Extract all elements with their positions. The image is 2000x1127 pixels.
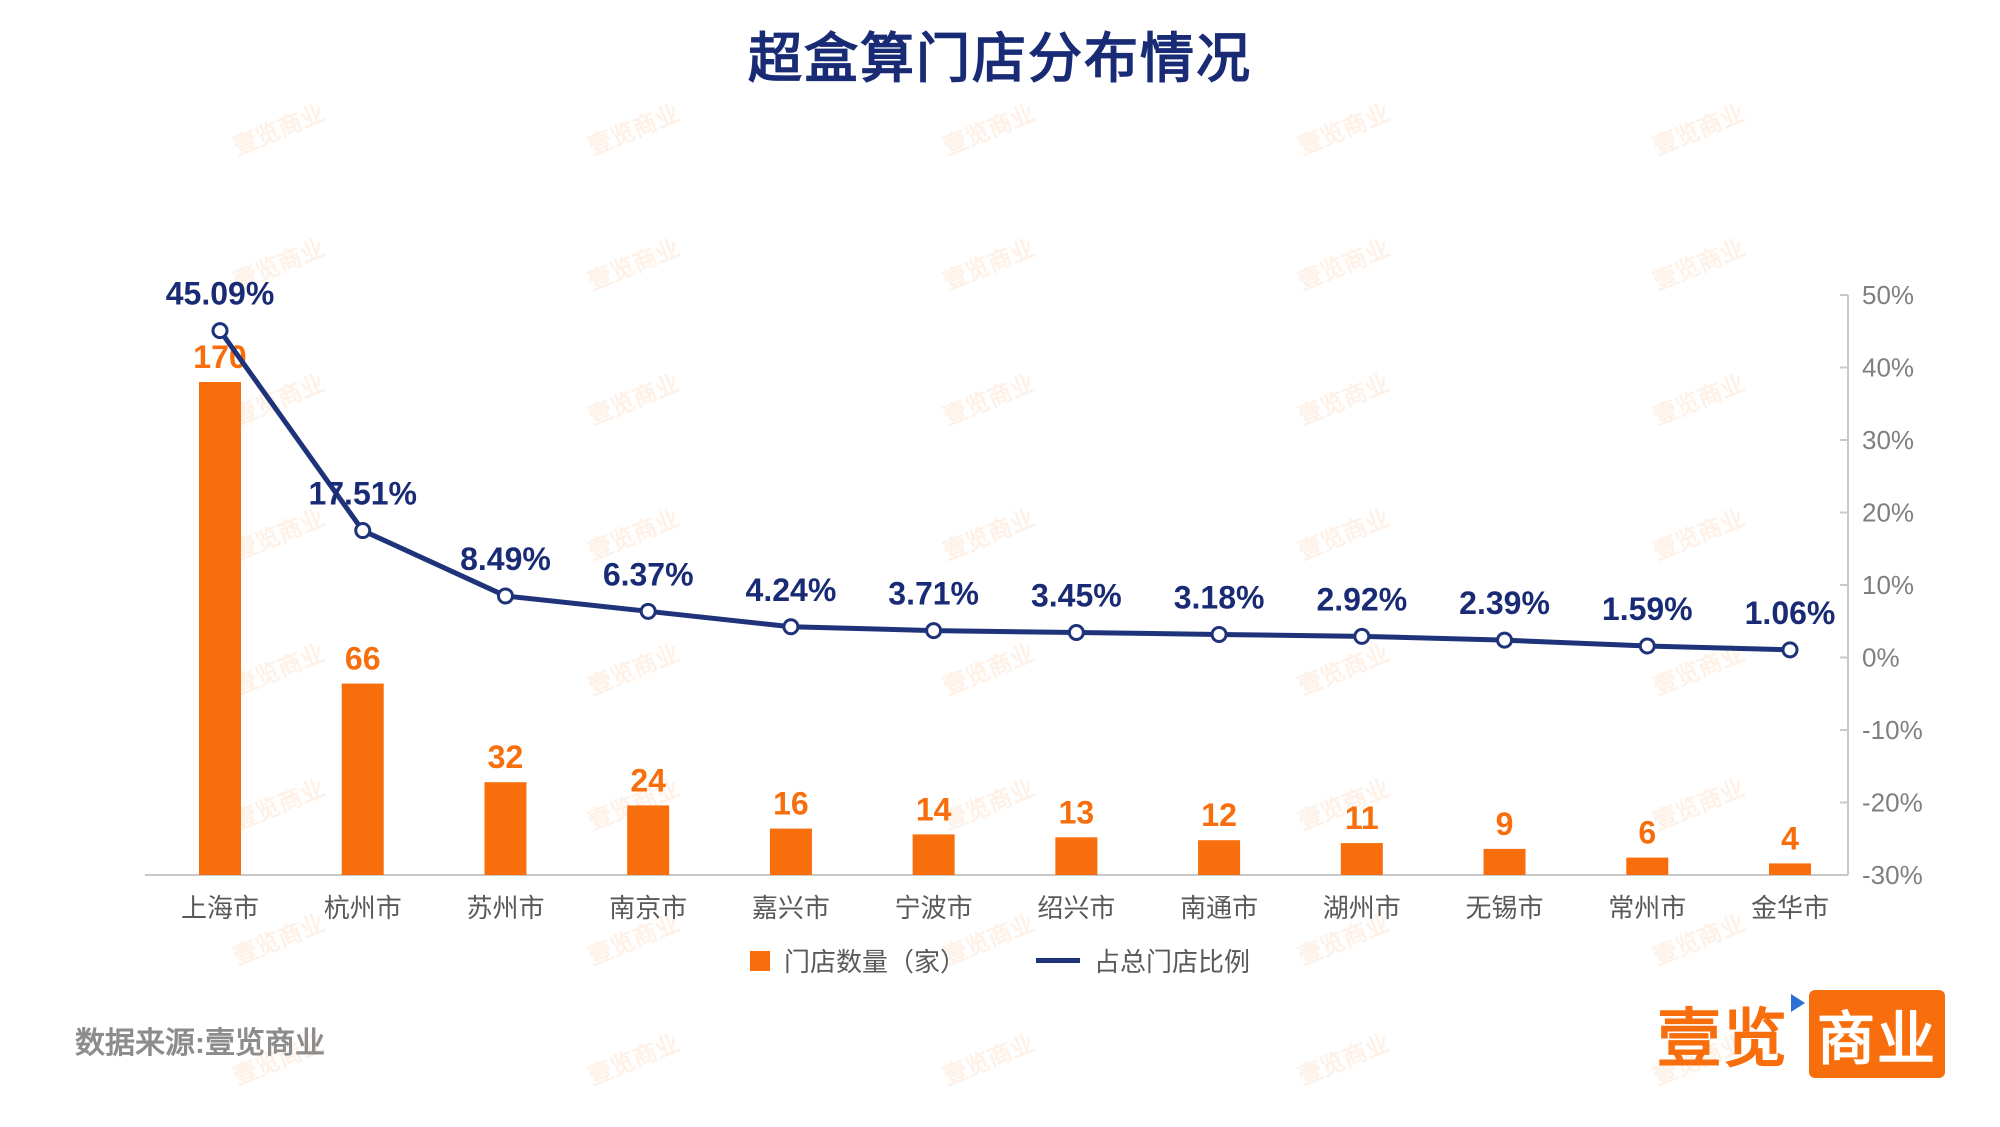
line-point — [782, 618, 800, 636]
line-value-label: 1.06% — [1745, 595, 1836, 631]
line-swatch-icon — [1036, 958, 1080, 963]
line-point — [1496, 631, 1514, 649]
bar — [1340, 843, 1383, 875]
line-point — [211, 322, 229, 340]
bar — [627, 805, 670, 875]
bar-value-label: 4 — [1781, 820, 1799, 856]
bar — [199, 382, 241, 875]
category-label: 南通市 — [1180, 893, 1258, 923]
category-label: 无锡市 — [1466, 893, 1544, 923]
legend-label-line: 占总门店比例 — [1094, 947, 1251, 977]
line-point — [1638, 637, 1656, 655]
bar — [1055, 837, 1098, 875]
line-value-label: 3.45% — [1031, 577, 1122, 613]
legend-label-bars: 门店数量（家） — [783, 947, 966, 977]
category-label: 宁波市 — [895, 893, 973, 923]
line-value-label: 3.18% — [1174, 579, 1265, 615]
bar-value-label: 16 — [773, 786, 809, 822]
line-point — [1781, 641, 1799, 659]
bar — [1769, 863, 1811, 875]
y2-tick-label: 30% — [1862, 425, 1914, 455]
line-point — [1353, 627, 1371, 645]
line-point — [1210, 625, 1228, 643]
line-value-label: 2.39% — [1459, 585, 1550, 621]
bar — [1626, 857, 1669, 875]
bar-value-label: 32 — [488, 739, 524, 775]
line-point — [639, 602, 657, 620]
logo-text-1: 壹览 — [1656, 1003, 1789, 1075]
bar-value-label: 13 — [1059, 794, 1095, 830]
category-label: 湖州市 — [1323, 893, 1401, 923]
line-series — [217, 328, 1793, 653]
y2-tick-label: 50% — [1862, 280, 1914, 310]
bar — [1198, 840, 1241, 875]
bar-swatch-icon — [749, 950, 770, 971]
chart-title: 超盒算门店分布情况 — [748, 29, 1252, 89]
category-label: 嘉兴市 — [752, 893, 830, 923]
line-value-label: 4.24% — [746, 572, 837, 608]
legend-item-line: 占总门店比例 — [1036, 942, 1250, 979]
y2-tick-label: 40% — [1862, 353, 1914, 383]
bar — [484, 782, 527, 875]
source-note: 数据来源:壹览商业 — [75, 1027, 325, 1060]
bar-value-label: 11 — [1345, 800, 1379, 836]
line-value-label: 45.09% — [166, 276, 275, 312]
category-label: 南京市 — [609, 893, 687, 923]
y2-tick-label: -10% — [1862, 715, 1923, 745]
line-value-label: 2.92% — [1316, 581, 1407, 617]
bar — [912, 834, 955, 875]
legend: 门店数量（家） 占总门店比例 — [0, 942, 2000, 979]
category-label: 杭州市 — [324, 893, 402, 923]
line-value-label: 3.71% — [888, 576, 979, 612]
y2-tick-label: 10% — [1862, 570, 1914, 600]
bar-value-label: 12 — [1201, 797, 1237, 833]
line-point — [1067, 623, 1085, 641]
bar-value-label: 6 — [1638, 815, 1656, 851]
category-label: 绍兴市 — [1037, 893, 1115, 923]
bar-value-label: 14 — [916, 791, 952, 827]
line-value-label: 8.49% — [460, 541, 551, 577]
brand-logo: 壹览 商业 — [1657, 988, 1945, 1080]
line-value-label: 17.51% — [308, 476, 417, 512]
bar-value-label: 24 — [630, 762, 666, 798]
y2-tick-label: 20% — [1862, 498, 1914, 528]
line-point — [354, 522, 372, 540]
line-point — [496, 587, 514, 605]
category-label: 金华市 — [1751, 893, 1829, 923]
bar — [769, 828, 812, 875]
bar-value-label: 9 — [1496, 806, 1514, 842]
y2-tick-label: 0% — [1862, 643, 1900, 673]
y2-tick-label: -30% — [1862, 860, 1923, 890]
line-value-label: 1.59% — [1602, 591, 1693, 627]
line-point — [925, 622, 943, 640]
bar-value-label: 66 — [345, 641, 381, 677]
bar — [341, 683, 384, 875]
logo-triangle-icon — [1790, 994, 1805, 1012]
legend-item-bars: 门店数量（家） — [749, 942, 966, 979]
logo-text-2: 商业 — [1808, 990, 1945, 1078]
category-label: 上海市 — [181, 893, 259, 923]
category-label: 常州市 — [1608, 893, 1686, 923]
category-label: 苏州市 — [466, 893, 544, 923]
y2-tick-label: -20% — [1862, 788, 1923, 818]
bar — [1483, 848, 1526, 875]
line-value-label: 6.37% — [603, 556, 694, 592]
